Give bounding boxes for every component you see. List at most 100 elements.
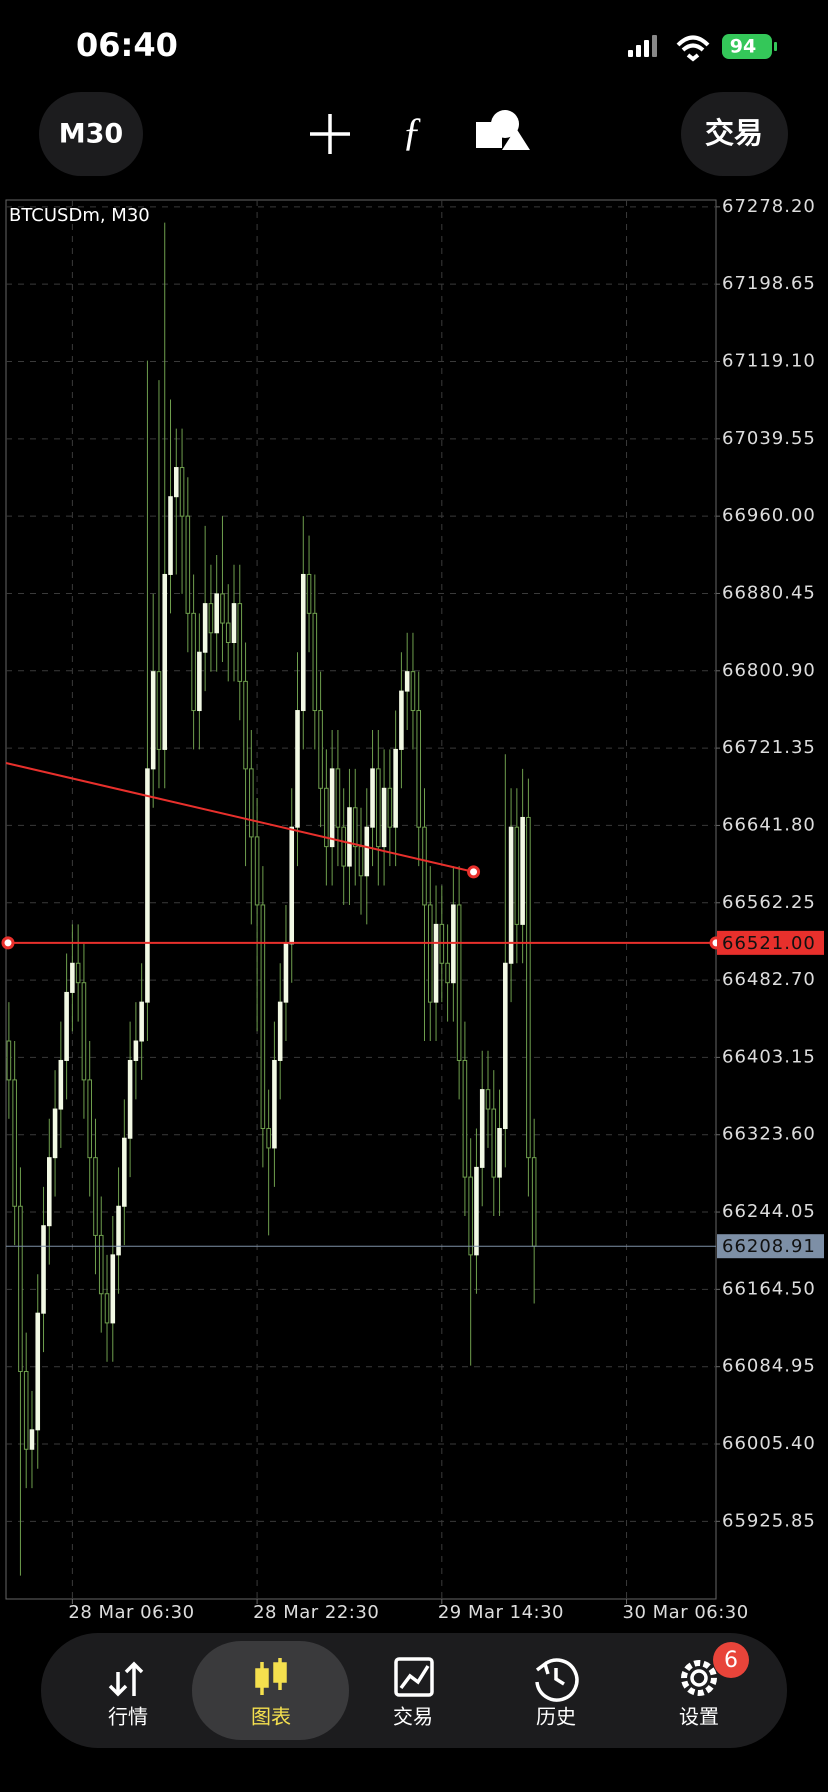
candle-body (306, 573, 312, 614)
indicators-button[interactable]: ƒ (402, 109, 422, 154)
candle-body (335, 768, 341, 828)
candle-body (387, 787, 393, 828)
timeframe-button[interactable] (39, 92, 143, 176)
candle-body (133, 1040, 139, 1061)
candle-body (93, 1157, 98, 1236)
trade-button-label: 交易 (705, 116, 763, 150)
candle-body (237, 603, 243, 682)
candle-body (404, 671, 410, 692)
candle-body (70, 962, 75, 993)
y-tick-label: 66562.25 (722, 892, 816, 913)
candle-body (410, 671, 416, 712)
candle-body (318, 710, 323, 789)
candle-body (47, 1157, 52, 1227)
nav-label: 图表 (251, 1705, 291, 1729)
y-tick-label: 67119.10 (722, 350, 816, 371)
candle-body (324, 787, 329, 848)
plot-frame (5, 199, 717, 1600)
trendline-handle (467, 865, 481, 879)
y-tick-label: 66482.70 (722, 969, 816, 990)
candle-body (376, 768, 381, 848)
candle-body (503, 962, 508, 1130)
candle-body (220, 593, 225, 624)
candle-body (370, 768, 375, 828)
trade-button[interactable] (681, 92, 788, 176)
nav-label: 交易 (393, 1705, 433, 1729)
x-tick-label: 30 Mar 06:30 (623, 1602, 749, 1623)
x-tick-label: 29 Mar 14:30 (438, 1602, 564, 1623)
candle-body (300, 573, 306, 712)
nav-label: 历史 (536, 1705, 576, 1729)
y-tick-label: 67278.20 (722, 196, 816, 217)
y-tick-label: 66960.00 (722, 505, 816, 526)
crosshair-button[interactable] (310, 114, 350, 154)
candle-body (179, 467, 185, 517)
candle-body (491, 1108, 497, 1178)
candle-body (202, 603, 208, 653)
candle-body (364, 826, 370, 877)
objects-button[interactable] (476, 110, 530, 150)
battery (722, 34, 772, 59)
candle-body (266, 1128, 271, 1149)
candle-body (393, 748, 398, 828)
candle-body (531, 1157, 537, 1247)
candle-body (156, 671, 162, 750)
candle-body (35, 1312, 41, 1431)
candle-body (456, 904, 462, 1061)
candle-body (52, 1108, 58, 1159)
y-tick-label: 66641.80 (722, 814, 816, 835)
candle-body (312, 612, 318, 712)
candle-body (289, 826, 295, 945)
candle-body (272, 1059, 277, 1149)
candle-body (75, 962, 81, 984)
nav-label: 设置 (679, 1705, 719, 1729)
x-tick-label: 28 Mar 22:30 (253, 1602, 379, 1623)
candle-body (41, 1225, 46, 1314)
candle-body (485, 1089, 491, 1110)
y-tick-label: 66880.45 (722, 582, 816, 603)
price-label-bg (717, 930, 824, 955)
candle-body (474, 1166, 479, 1256)
price-label-bg (717, 1234, 824, 1259)
candle-body (358, 846, 364, 877)
candle-body (508, 826, 514, 964)
candle-body (87, 1079, 92, 1159)
candle-body (197, 651, 202, 712)
candle-body (191, 612, 196, 712)
candle-body (416, 710, 422, 828)
candle-body (243, 680, 248, 770)
candle-body (468, 1176, 473, 1256)
candle-body (81, 982, 87, 1081)
candle-body (341, 826, 346, 867)
candle-body (277, 1001, 283, 1061)
candle-body (168, 496, 173, 575)
candle-body (23, 1371, 29, 1450)
candle-body (127, 1059, 133, 1139)
candle-body (12, 1079, 17, 1207)
y-tick-label: 67198.65 (722, 273, 816, 294)
candle-body (381, 787, 387, 848)
candle-body (329, 768, 335, 848)
candle-body (64, 991, 69, 1061)
status-time: 06:40 (76, 26, 178, 64)
candle-body (514, 826, 520, 925)
candle-body (145, 768, 150, 1003)
candle-body (173, 467, 179, 498)
candle-body (225, 622, 231, 644)
y-tick-label: 66800.90 (722, 660, 816, 681)
candle-body (150, 671, 156, 770)
y-tick-label: 66323.60 (722, 1124, 816, 1145)
candle-body (18, 1205, 23, 1373)
x-tick-label: 28 Mar 06:30 (68, 1602, 194, 1623)
badge-count: 6 (724, 1648, 738, 1673)
battery-tip (774, 42, 777, 51)
candle-body (214, 593, 219, 634)
signal (628, 35, 657, 57)
candle-body (122, 1137, 127, 1207)
candle-body (254, 836, 260, 906)
candle-body (462, 1059, 468, 1178)
candle-body (433, 923, 439, 1003)
candle-body (295, 710, 300, 828)
y-tick-label: 66164.50 (722, 1278, 816, 1299)
